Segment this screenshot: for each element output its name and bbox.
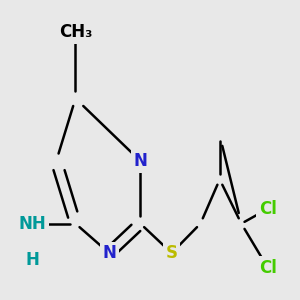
Text: CH₃: CH₃ [59,23,92,41]
Text: H: H [25,251,39,269]
Text: Cl: Cl [259,200,277,218]
Text: N: N [102,244,116,262]
Text: Cl: Cl [259,259,277,277]
Text: N: N [134,152,147,170]
Text: NH: NH [18,214,46,232]
Text: S: S [166,244,178,262]
